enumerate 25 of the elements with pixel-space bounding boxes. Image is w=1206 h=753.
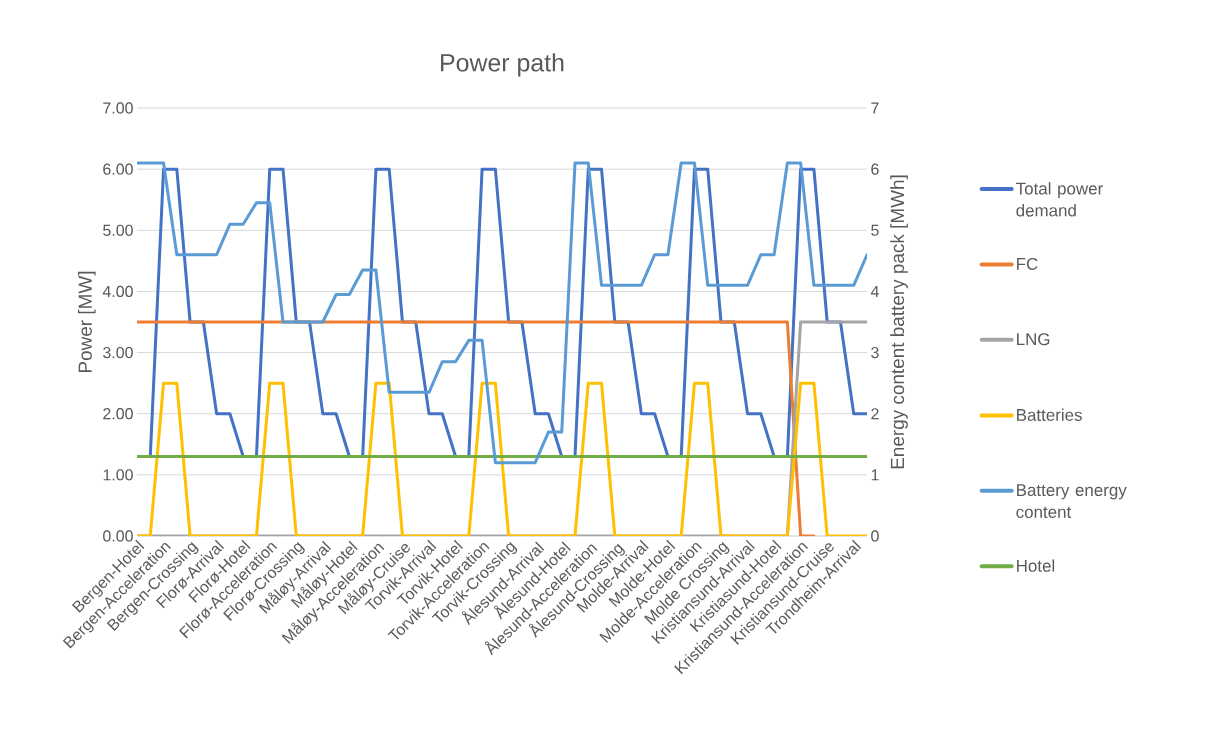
y-tick-label: 5.00: [103, 224, 133, 236]
chart-title: Power path: [441, 53, 564, 77]
legend-label: Batteries: [1017, 408, 1082, 421]
y-axis-title: Power [MW]: [77, 271, 96, 372]
y-tick-label: 3.00: [103, 346, 133, 359]
y2-tick-label: 2: [871, 408, 879, 420]
y2-tick-label: 6: [871, 163, 879, 175]
y2-tick-label: 5: [871, 224, 879, 236]
legend-label: LNG: [1017, 333, 1050, 346]
y2-tick-label: 0: [871, 530, 879, 542]
legend-label: Total power demand: [1016, 182, 1103, 217]
y2-axis-title: Energy content battery pack [MWh]: [890, 175, 908, 469]
y-tick-label: 6.00: [103, 163, 133, 175]
legend-label: FC: [1017, 257, 1038, 270]
legend-label: Battery energy content: [1016, 484, 1127, 518]
y-tick-label: 2.00: [103, 408, 133, 420]
y-tick-label: 1.00: [103, 469, 133, 481]
y2-tick-label: 3: [871, 346, 879, 359]
y-tick-label: 4.00: [102, 285, 133, 298]
y2-tick-label: 4: [870, 285, 879, 297]
y2-tick-label: 7: [871, 102, 879, 114]
y-tick-label: 7.00: [103, 102, 133, 114]
legend-label: Hotel: [1017, 559, 1055, 572]
y-tick-label: 0.00: [103, 530, 133, 542]
y2-tick-label: 1: [871, 469, 879, 481]
